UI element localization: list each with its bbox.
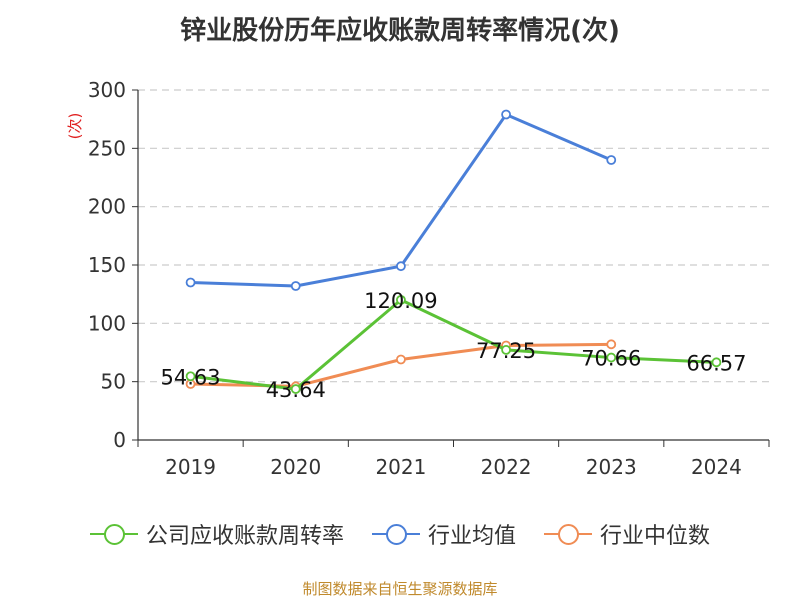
y-tick-label: 50: [101, 370, 126, 394]
x-tick-label: 2019: [165, 455, 216, 479]
series-line: [190, 342, 612, 388]
data-point: [185, 277, 196, 288]
x-tick-label: 2024: [691, 455, 742, 479]
x-tick-label: 2021: [375, 455, 426, 479]
x-tick-label: 2022: [481, 455, 532, 479]
legend-item[interactable]: 行业中位数: [544, 518, 710, 550]
data-label: 54.63: [161, 365, 221, 389]
y-tick-label: 250: [88, 136, 126, 160]
gridlines: [138, 89, 769, 383]
series-lines: [185, 109, 722, 394]
legend-label: 公司应收账款周转率: [145, 524, 344, 549]
x-tick-label: 2020: [270, 455, 321, 479]
axes: 0 50 100 150 200 250 300 2019 2020 2021 2022 2023 20…: [88, 78, 770, 479]
data-point: [501, 109, 511, 120]
x-tick-label: 2023: [586, 455, 637, 479]
data-label: 77.25: [476, 339, 536, 363]
data-point: [711, 357, 722, 368]
y-tick-label: 150: [88, 253, 126, 277]
legend-marker-icon: [371, 522, 420, 546]
data-point: [501, 344, 511, 355]
data-labels: 54.63 43.64 120.09 77.25 70.66 66.57: [161, 289, 747, 402]
y-tick-label: 100: [88, 311, 126, 335]
legend-item[interactable]: 公司应收账款周转率: [89, 518, 344, 550]
legend-marker-icon: [544, 522, 592, 546]
data-point: [396, 261, 406, 272]
legend: 公司应收账款周转率 行业均值 行业中位数: [0, 518, 800, 550]
data-point: [396, 294, 406, 305]
data-point: [396, 354, 406, 365]
chart-title: 锌业股份历年应收账款周转率情况(次): [180, 16, 620, 46]
series-line: [190, 113, 612, 288]
y-tick-label: 0: [113, 428, 126, 452]
legend-label: 行业中位数: [600, 524, 711, 549]
data-point: [606, 155, 617, 165]
y-tick-label: 300: [88, 78, 126, 102]
data-point: [290, 384, 301, 394]
legend-item[interactable]: 行业均值: [371, 518, 516, 550]
data-point: [606, 352, 617, 363]
source-note: 制图数据来自恒生聚源数据库: [302, 580, 498, 598]
y-axis-label: (次): [66, 113, 84, 140]
y-tick-label: 200: [88, 195, 126, 219]
legend-label: 行业均值: [427, 524, 516, 549]
data-label: 43.64: [266, 378, 326, 402]
series-line: [190, 298, 717, 391]
data-label: 66.57: [686, 351, 746, 375]
data-label: 120.09: [364, 289, 437, 313]
data-point: [185, 371, 196, 382]
legend-marker-icon: [89, 522, 138, 546]
data-point: [606, 339, 617, 350]
data-point: [290, 281, 301, 291]
data-label: 70.66: [581, 347, 641, 371]
